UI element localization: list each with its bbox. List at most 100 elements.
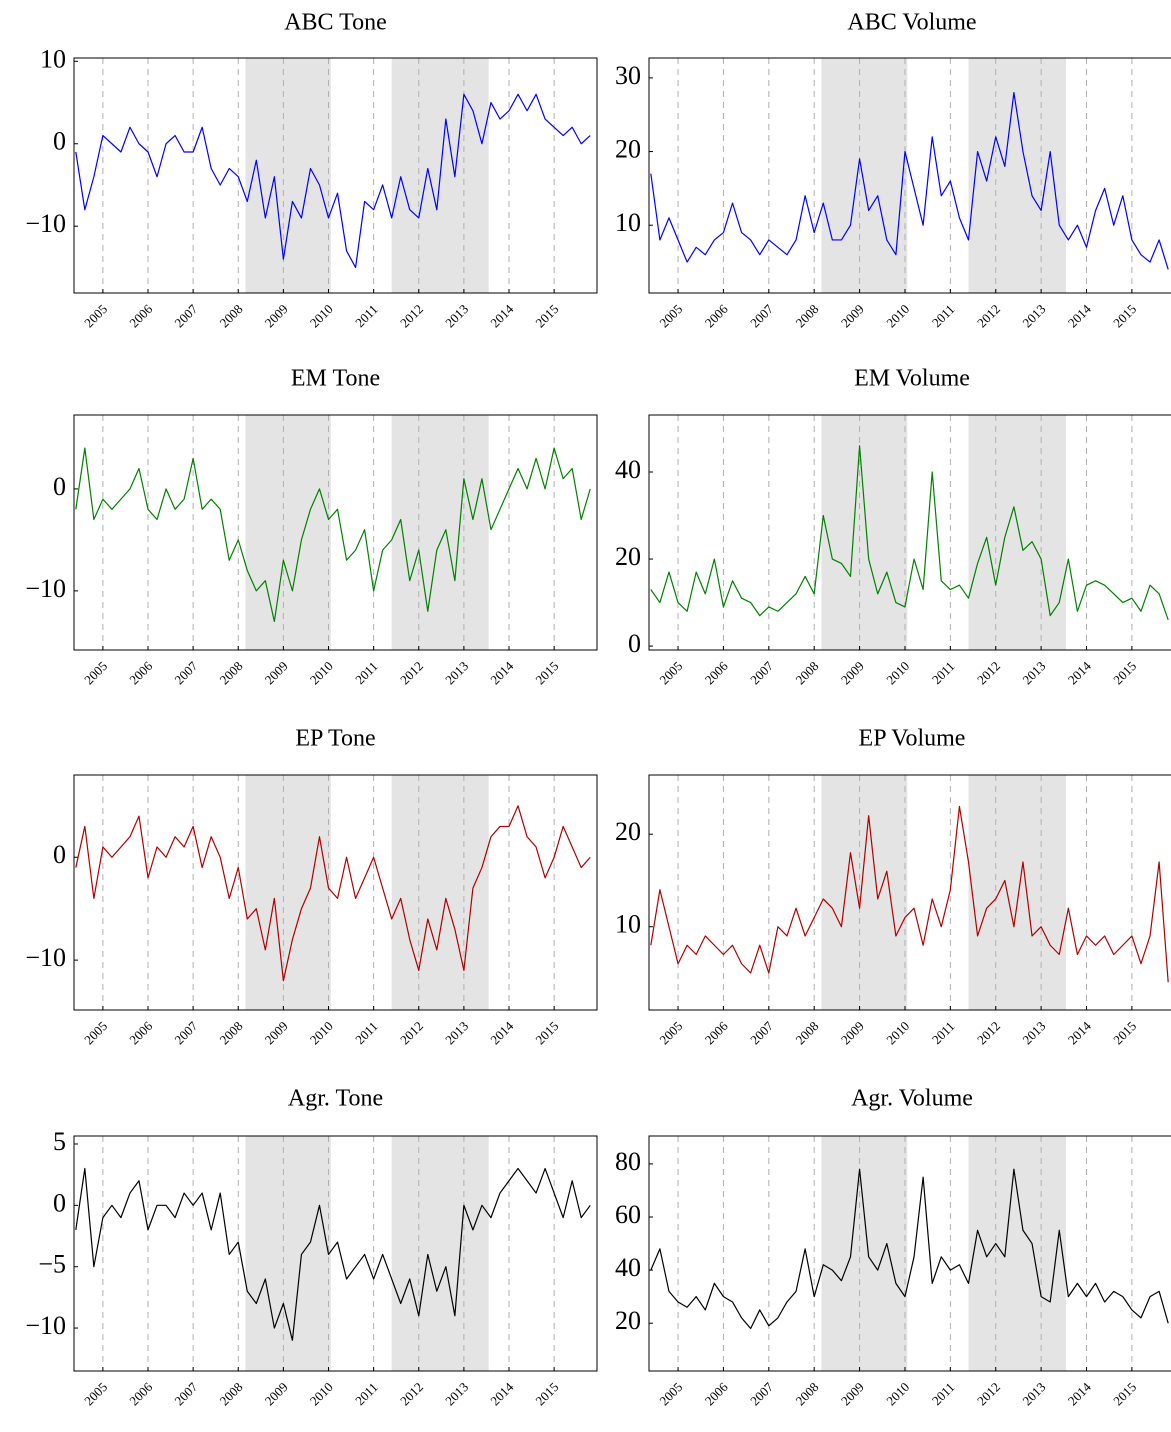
x-tick-label: 2009 xyxy=(262,658,291,687)
plot-frame xyxy=(648,1135,1171,1372)
x-tick-label: 2015 xyxy=(532,301,561,330)
x-tick-label: 2014 xyxy=(1065,1379,1094,1408)
panel-title: ABC Volume xyxy=(847,10,976,36)
shaded-region xyxy=(821,775,908,1010)
x-tick-label: 2009 xyxy=(262,301,291,330)
shaded-region xyxy=(968,775,1067,1010)
x-tick-label: 2007 xyxy=(171,301,200,330)
x-tick-label: 2014 xyxy=(1065,658,1094,687)
y-tick-label: 0 xyxy=(53,127,66,156)
data-line xyxy=(650,805,1169,983)
data-line xyxy=(650,92,1169,270)
x-tick-label: 2010 xyxy=(883,658,912,687)
x-tick-label: 2010 xyxy=(883,1379,912,1408)
x-tick-label: 2008 xyxy=(217,301,246,330)
shaded-region xyxy=(968,58,1067,293)
panel-title: EP Volume xyxy=(859,726,966,752)
y-tick-label: 0 xyxy=(53,472,66,501)
x-tick-label: 2007 xyxy=(171,658,200,687)
y-tick-label: 20 xyxy=(615,135,641,164)
x-tick-label: 2007 xyxy=(747,658,776,687)
panel: EP Tone 2005 2006 2007 2008 2009 2010 2011 2012 2… xyxy=(25,726,598,1047)
x-tick-label: 2015 xyxy=(1110,658,1139,687)
x-tick-label: 2015 xyxy=(532,1018,561,1047)
data-line xyxy=(75,93,591,269)
x-tick-label: 2015 xyxy=(1110,301,1139,330)
x-tick-label: 2013 xyxy=(442,658,471,687)
x-tick-label: 2012 xyxy=(974,1379,1003,1408)
series-group xyxy=(75,447,591,623)
x-tick-label: 2009 xyxy=(262,1018,291,1047)
shaded-region xyxy=(245,415,331,650)
x-tick-label: 2005 xyxy=(656,301,685,330)
y-tick-label: 40 xyxy=(615,1253,641,1282)
x-tick-label: 2007 xyxy=(171,1018,200,1047)
y-tick-label: 0 xyxy=(53,1188,66,1217)
x-tick-label: 2009 xyxy=(838,658,867,687)
x-tick-label: 2006 xyxy=(702,1018,731,1047)
x-tick-label: 2007 xyxy=(747,1018,776,1047)
x-tick-label: 2007 xyxy=(747,1379,776,1408)
y-tick-label: 20 xyxy=(615,817,641,846)
plot-frame xyxy=(648,414,1171,651)
x-tick-label: 2013 xyxy=(1019,658,1048,687)
x-tick-label: 2010 xyxy=(307,658,336,687)
y-tick-label: 10 xyxy=(40,44,66,73)
x-tick-label: 2007 xyxy=(747,301,776,330)
x-tick-label: 2005 xyxy=(656,658,685,687)
x-tick-label: 2014 xyxy=(1065,301,1094,330)
panel-title: EM Volume xyxy=(854,366,970,392)
x-tick-label: 2015 xyxy=(532,658,561,687)
x-tick-label: 2006 xyxy=(702,301,731,330)
x-tick-label: 2014 xyxy=(1065,1018,1094,1047)
shaded-region xyxy=(391,775,489,1010)
shaded-region xyxy=(821,1136,908,1371)
y-tick-label: 10 xyxy=(615,910,641,939)
x-tick-label: 2008 xyxy=(793,301,822,330)
series-group xyxy=(75,93,591,269)
x-tick-label: 2006 xyxy=(702,1379,731,1408)
x-tick-label: 2011 xyxy=(352,658,381,687)
y-tick-label: −10 xyxy=(25,209,66,238)
data-line xyxy=(75,1167,591,1341)
x-tick-label: 2008 xyxy=(793,658,822,687)
x-tick-label: 2011 xyxy=(929,1379,958,1408)
series-group xyxy=(650,92,1169,270)
y-tick-label: 80 xyxy=(615,1147,641,1176)
x-tick-label: 2015 xyxy=(1110,1018,1139,1047)
x-tick-label: 2005 xyxy=(81,301,110,330)
x-tick-label: 2005 xyxy=(656,1379,685,1408)
plot-frame xyxy=(73,414,598,651)
x-tick-label: 2008 xyxy=(793,1379,822,1408)
x-tick-label: 2008 xyxy=(793,1018,822,1047)
x-tick-label: 2011 xyxy=(929,658,958,687)
panel: EM Volume 2005 2006 2007 2008 2009 2010 2011 201… xyxy=(615,366,1171,687)
x-tick-label: 2005 xyxy=(81,1379,110,1408)
data-line xyxy=(650,1168,1169,1330)
x-tick-label: 2010 xyxy=(307,1379,336,1408)
panel-title: ABC Tone xyxy=(284,10,387,36)
y-tick-label: 10 xyxy=(615,208,641,237)
shaded-region xyxy=(968,1136,1067,1371)
data-line xyxy=(75,447,591,623)
x-tick-label: 2006 xyxy=(126,301,155,330)
x-tick-label: 2009 xyxy=(838,301,867,330)
shaded-region xyxy=(245,1136,331,1371)
y-tick-label: 40 xyxy=(615,455,641,484)
data-line xyxy=(650,445,1169,621)
x-tick-label: 2012 xyxy=(397,1018,426,1047)
y-tick-label: −10 xyxy=(25,1311,66,1340)
x-tick-label: 2008 xyxy=(217,1379,246,1408)
y-tick-label: −10 xyxy=(25,574,66,603)
x-tick-label: 2012 xyxy=(974,658,1003,687)
x-tick-label: 2014 xyxy=(487,301,516,330)
x-tick-label: 2011 xyxy=(929,301,958,330)
series-group xyxy=(650,805,1169,983)
y-tick-label: 20 xyxy=(615,542,641,571)
x-tick-label: 2008 xyxy=(217,658,246,687)
x-tick-label: 2006 xyxy=(126,1379,155,1408)
panel: Agr. Volume 2005 2006 2007 2008 2009 2010 2011 2… xyxy=(615,1086,1171,1408)
y-tick-label: 5 xyxy=(53,1127,66,1156)
